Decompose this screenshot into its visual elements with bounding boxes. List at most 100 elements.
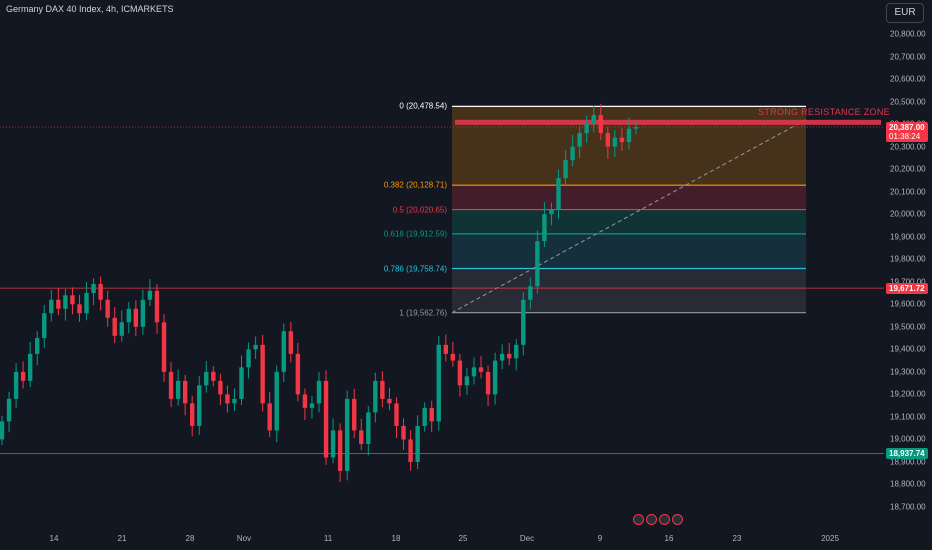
resistance-zone: [455, 119, 881, 125]
candle-body: [577, 133, 582, 147]
fib-zone: [452, 185, 806, 210]
candle-body: [246, 349, 251, 368]
resistance-level-tag: 19,671.72: [886, 283, 928, 294]
candle-body: [485, 371, 491, 395]
event-icon[interactable]: [646, 514, 657, 525]
candle-body: [168, 371, 174, 399]
chart-title: Germany DAX 40 Index, 4h, ICMARKETS: [6, 4, 174, 14]
candle-body: [528, 286, 533, 300]
trend-line: [451, 119, 807, 314]
candle-body: [0, 421, 5, 440]
price-tick-label: 20,300.00: [890, 142, 926, 152]
time-tick-label: 28: [185, 534, 195, 543]
price-tick-label: 19,400.00: [890, 344, 926, 354]
price-tick-label: 20,000.00: [890, 209, 926, 219]
time-tick-label: 18: [391, 534, 401, 543]
fib-level-label: 0.5 (20,020.65): [392, 205, 447, 215]
candle-body: [211, 371, 216, 381]
candle-body: [556, 178, 561, 210]
candle-body: [133, 308, 139, 327]
candle-body: [464, 376, 470, 386]
time-tick-label: 2025: [821, 534, 839, 543]
candle-body: [302, 394, 308, 408]
candle-body: [415, 425, 420, 462]
time-tick-label: 9: [597, 534, 603, 543]
price-tick-label: 19,000.00: [890, 434, 926, 444]
candle-body: [119, 322, 124, 336]
candle-body: [584, 124, 589, 134]
candle-body: [42, 313, 47, 339]
candle-body: [408, 439, 413, 462]
support-level-tag: 18,937.74: [886, 448, 928, 459]
candle-body: [253, 344, 258, 350]
event-icon[interactable]: [633, 514, 644, 525]
candle-body: [323, 380, 329, 458]
time-tick-label: 21: [117, 534, 127, 543]
candle-body: [633, 127, 639, 129]
fib-level-label: 0.786 (19,758.74): [383, 264, 447, 274]
candle-body: [570, 146, 575, 161]
time-tick-label: 23: [732, 534, 742, 543]
candle-body: [337, 430, 343, 471]
candle-body: [112, 317, 117, 336]
price-tick-label: 20,800.00: [890, 29, 926, 39]
candle-body: [605, 133, 611, 147]
currency-button[interactable]: EUR: [886, 3, 924, 23]
time-axis[interactable]: 14 21 28 Nov 11 18 25 Dec 9 16 23 2025: [0, 534, 884, 548]
price-tick-label: 19,600.00: [890, 299, 926, 309]
candle-body: [316, 380, 322, 404]
fib-zone: [452, 233, 806, 269]
candle-body: [563, 160, 568, 179]
candle-body: [239, 367, 244, 399]
price-tick-label: 19,100.00: [890, 412, 926, 422]
candle-body: [197, 385, 202, 426]
candle-body: [190, 403, 195, 426]
candle-body: [13, 371, 19, 399]
candle-body: [436, 344, 441, 422]
candle-body: [204, 371, 209, 386]
candle-body: [457, 360, 463, 386]
candle-body: [105, 299, 110, 318]
event-icon[interactable]: [659, 514, 670, 525]
candle-body: [542, 214, 547, 242]
resistance-zone-label: STRONG RESISTANCE ZONE: [758, 107, 890, 117]
candle-body: [63, 295, 68, 309]
price-tick-label: 20,500.00: [890, 97, 926, 107]
price-tick-label: 18,900.00: [890, 457, 926, 467]
price-tick-label: 20,100.00: [890, 187, 926, 197]
candle-body: [295, 353, 301, 395]
candle-body: [49, 299, 54, 314]
price-tick-label: 20,600.00: [890, 74, 926, 84]
candle-body: [225, 394, 230, 404]
current-price-tag: 20,387.00 01:38:24: [886, 122, 928, 142]
candle-body: [380, 380, 385, 399]
price-tick-label: 19,200.00: [890, 389, 926, 399]
candle-body: [84, 293, 89, 314]
candle-body: [401, 425, 406, 440]
countdown-timer: 01:38:24: [889, 132, 921, 141]
price-tick-label: 19,300.00: [890, 367, 926, 377]
fib-zone: [452, 268, 806, 313]
price-tick-label: 18,800.00: [890, 479, 926, 489]
candle-body: [281, 331, 286, 372]
fib-level-label: 1 (19,562.76): [399, 308, 447, 318]
candle-body: [429, 407, 434, 422]
candle-body: [288, 331, 294, 354]
candle-body: [492, 360, 498, 395]
candle-body: [161, 322, 167, 372]
candle-body: [147, 290, 153, 300]
candle-body: [443, 344, 448, 354]
event-icon[interactable]: [672, 514, 683, 525]
candle-body: [549, 209, 554, 215]
time-tick-label: 11: [323, 534, 333, 543]
economic-events[interactable]: [633, 514, 683, 525]
candle-body: [260, 344, 265, 404]
candle-body: [27, 353, 33, 381]
candle-body: [232, 398, 237, 404]
candle-body: [612, 137, 618, 147]
time-tick-label: Dec: [519, 534, 535, 543]
candle-body: [619, 137, 625, 143]
candle-body: [499, 353, 505, 361]
candle-body: [126, 308, 131, 323]
